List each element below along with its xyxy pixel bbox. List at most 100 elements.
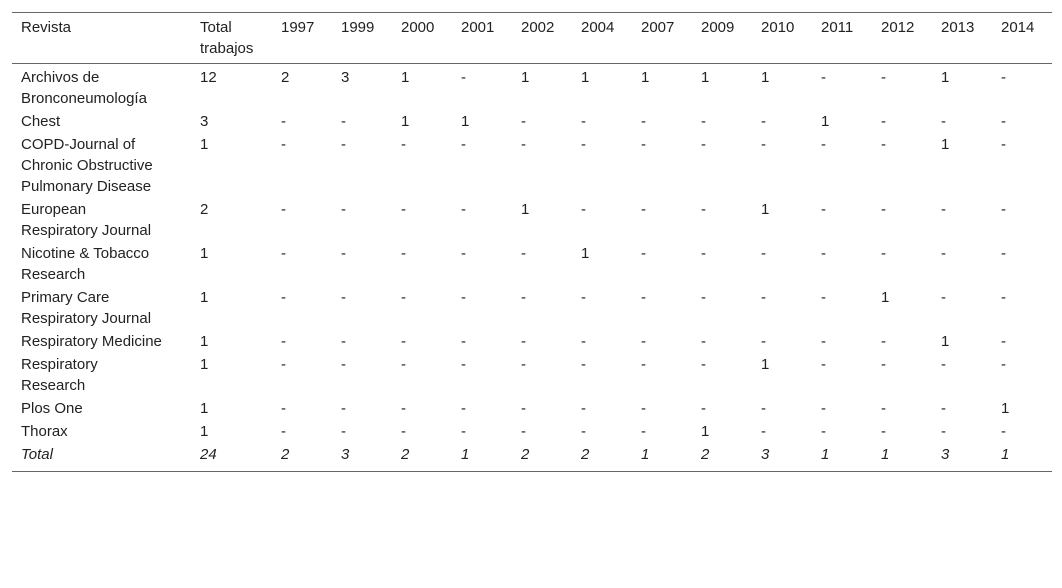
cell: -: [761, 245, 766, 262]
cell: 3: [200, 113, 209, 130]
cell: -: [521, 113, 526, 130]
cell: -: [341, 400, 346, 417]
row-label: Respiratory Medicine: [21, 333, 162, 350]
cell: -: [761, 333, 766, 350]
cell: 1: [1001, 446, 1010, 463]
total: Total 24 2 3 2 1 2 2 1 2 3 1 1 3 1: [12, 443, 1052, 472]
cell: -: [401, 245, 406, 262]
cell: -: [401, 400, 406, 417]
cell: -: [641, 400, 646, 417]
cell: -: [881, 356, 886, 373]
cell: -: [521, 136, 526, 153]
row-label: Plos One: [21, 400, 83, 417]
cell: -: [641, 423, 646, 440]
cell: -: [461, 289, 466, 306]
cell: 1: [881, 289, 890, 306]
cell: -: [401, 356, 406, 373]
cell: -: [881, 113, 886, 130]
cell: -: [281, 113, 286, 130]
cell: -: [581, 400, 586, 417]
row-label: Chest: [21, 113, 61, 130]
cell: -: [521, 400, 526, 417]
cell: 2: [701, 446, 710, 463]
cell: 1: [401, 69, 410, 86]
cell: -: [821, 245, 826, 262]
cell: -: [461, 423, 466, 440]
cell: 3: [941, 446, 950, 463]
cell: -: [881, 201, 886, 218]
cell: -: [341, 113, 346, 130]
table-row: Nicotine & Tobacco Research 1 - - - - - 1 - - - - - -…: [12, 242, 1052, 286]
cell: -: [581, 201, 586, 218]
cell: -: [341, 245, 346, 262]
cell: -: [881, 69, 886, 86]
cell: 1: [761, 201, 770, 218]
cell: 2011: [821, 19, 854, 36]
cell: -: [701, 289, 706, 306]
cell: -: [701, 333, 706, 350]
cell: 1: [641, 69, 650, 86]
cell: 1: [1001, 400, 1010, 417]
cell: -: [821, 333, 826, 350]
cell: 1: [881, 446, 890, 463]
cell: -: [581, 333, 586, 350]
cell: -: [761, 289, 766, 306]
cell: -: [1001, 136, 1006, 153]
cell: 1: [461, 446, 470, 463]
cell: 1: [200, 400, 209, 417]
cell: -: [941, 400, 946, 417]
cell: -: [281, 201, 286, 218]
table-row: Archivos de Bronconeumología 12 2 3 1 - 1 1 1 1 1 -…: [12, 64, 1052, 111]
cell: -: [1001, 289, 1006, 306]
cell: -: [701, 356, 706, 373]
table-row: Chest 3 - - 1 1 - - - - - 1 - - -: [12, 110, 1052, 133]
cell: -: [881, 333, 886, 350]
cell: -: [641, 245, 646, 262]
table-row: COPD-Journal of Chronic Obstructive Pulm…: [12, 133, 1052, 198]
cell: 2002: [521, 19, 555, 36]
cell: -: [581, 113, 586, 130]
cell: 1997: [281, 19, 315, 36]
cell: -: [701, 136, 706, 153]
cell: -: [341, 136, 346, 153]
cell: -: [941, 113, 946, 130]
cell: -: [761, 113, 766, 130]
cell: 1: [641, 446, 650, 463]
cell: 2: [401, 446, 410, 463]
cell: -: [341, 289, 346, 306]
cell: -: [581, 289, 586, 306]
cell: 2012: [881, 19, 915, 36]
cell: 1: [821, 113, 830, 130]
cell: 2: [581, 446, 590, 463]
row-label: Total: [21, 446, 53, 463]
row-label: Thorax: [21, 423, 68, 440]
cell: -: [341, 333, 346, 350]
cell: 1: [701, 423, 710, 440]
cell: 2007: [641, 19, 675, 36]
cell: 1: [821, 446, 830, 463]
cell: 1: [200, 356, 209, 373]
cell: -: [761, 136, 766, 153]
cell: -: [1001, 333, 1006, 350]
cell: 1: [401, 113, 410, 130]
cell: -: [521, 356, 526, 373]
cell: -: [281, 136, 286, 153]
cell: -: [641, 289, 646, 306]
cell: 1: [200, 136, 209, 153]
cell: -: [281, 245, 286, 262]
cell: 1: [200, 333, 209, 350]
cell: -: [701, 400, 706, 417]
cell: -: [941, 201, 946, 218]
row-label: Archivos de Bronconeumología: [21, 69, 147, 107]
cell: -: [461, 201, 466, 218]
cell: 1: [521, 69, 530, 86]
cell: 1: [521, 201, 530, 218]
cell: 2: [281, 446, 290, 463]
cell: -: [401, 136, 406, 153]
cell: 24: [200, 446, 217, 463]
cell: -: [821, 69, 826, 86]
cell: -: [581, 136, 586, 153]
cell: -: [821, 201, 826, 218]
cell: -: [341, 356, 346, 373]
cell: -: [761, 423, 766, 440]
